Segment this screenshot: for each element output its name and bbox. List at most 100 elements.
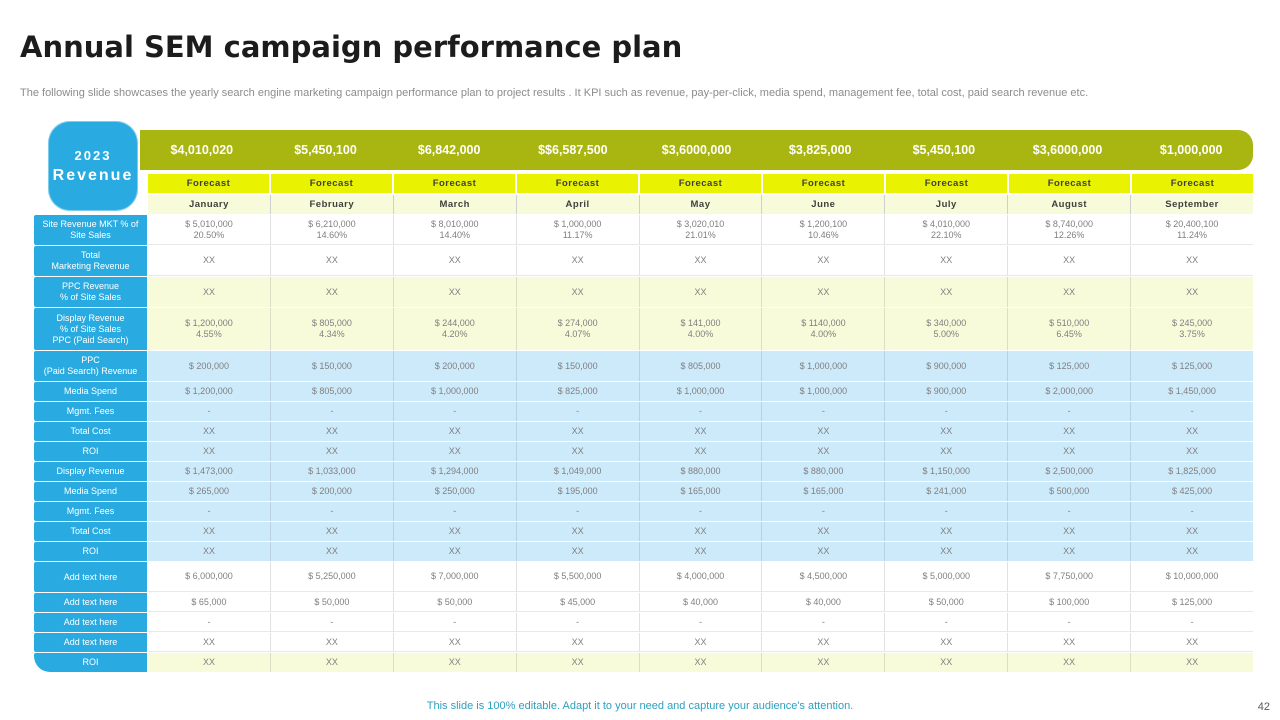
row-label: ROI — [34, 653, 147, 672]
data-cell: XX — [148, 422, 270, 441]
data-cell: - — [392, 402, 516, 421]
data-cell: XX — [1130, 442, 1254, 461]
total-value: $5,450,100 — [912, 143, 976, 157]
month-cell: April — [515, 195, 639, 214]
data-cell: - — [638, 613, 762, 632]
data-cell: $ 900,000 — [884, 351, 1008, 381]
data-cell-line: 4.34% — [319, 329, 345, 339]
data-cell: $ 510,000 6.45% — [1007, 308, 1131, 350]
total-value: $3,825,000 — [788, 143, 852, 157]
table-rows: Site Revenue MKT % of Site Sales $ 5,010,… — [34, 215, 1254, 673]
data-cell-line: $ 244,000 — [434, 318, 475, 328]
data-cell: - — [1007, 613, 1131, 632]
data-cell-line: 10.46% — [808, 229, 839, 240]
data-cell: XX — [638, 246, 762, 276]
data-cell: - — [884, 402, 1008, 421]
data-cell: XX — [515, 246, 639, 276]
data-cell: XX — [1007, 653, 1131, 672]
table-row: Total Marketing Revenue XX XX XX XX XX XX XX XX X… — [34, 246, 1254, 276]
data-cell: XX — [638, 542, 762, 561]
data-cell: XX — [1130, 246, 1254, 276]
data-cell: $ 8,010,000 14.40% — [392, 215, 516, 245]
total-value: $5,450,100 — [294, 143, 357, 157]
data-cell: $ 241,000 — [884, 482, 1008, 501]
data-cell: XX — [884, 277, 1008, 307]
data-cell-line: $ 1140,000 — [801, 318, 846, 328]
data-cell: XX — [269, 542, 393, 561]
table-row: Display Revenue % of Site Sales PPC (Pai… — [34, 308, 1254, 350]
total-value: $$6,587,500 — [538, 143, 608, 157]
data-cell: $ 1,450,000 — [1130, 382, 1254, 401]
data-cell: XX — [269, 442, 393, 461]
total-value: $3,6000,000 — [1032, 143, 1103, 157]
data-cell: XX — [1130, 633, 1254, 652]
data-cell: $ 265,000 — [148, 482, 270, 501]
year-badge: 2023 Revenue — [48, 121, 138, 211]
data-cell: XX — [515, 422, 639, 441]
data-cell: $ 45,000 — [515, 593, 639, 612]
data-cell-line: 11.24% — [1177, 229, 1207, 240]
data-cell-line: 4.20% — [441, 329, 468, 339]
row-label: Mgmt. Fees — [34, 402, 147, 421]
data-cell-line: $ 5,000,000 — [922, 571, 971, 581]
data-cell: $ 65,000 — [148, 593, 270, 612]
data-cell: - — [515, 502, 639, 521]
data-cell-line: $ 805,000 — [311, 318, 352, 328]
month-cell: June — [761, 195, 885, 214]
data-cell-line: $ 4,010,000 — [922, 218, 971, 229]
row-label: Site Revenue MKT % of Site Sales — [34, 215, 147, 245]
data-cell-line: $ 141,000 — [680, 318, 721, 328]
data-cell-line: $ 20,400,100 — [1165, 218, 1219, 229]
data-cell-line: 14.60% — [316, 229, 348, 240]
month-cell: September — [1130, 195, 1254, 214]
month-cell: February — [269, 195, 393, 214]
data-cell: $ 1,033,000 — [269, 462, 393, 481]
row-label: Total Cost — [34, 522, 147, 541]
data-cell: $ 10,000,000 — [1130, 562, 1254, 592]
data-cell: - — [392, 613, 516, 632]
row-label: Media Spend — [34, 482, 147, 501]
data-cell: XX — [392, 653, 516, 672]
data-cell-line: 4.00% — [810, 329, 837, 339]
data-cell: $ 274,000 4.07% — [515, 308, 639, 350]
data-cell: $ 5,250,000 — [269, 562, 393, 592]
data-cell: $ 245,000 3.75% — [1130, 308, 1254, 350]
data-cell: $ 1,150,000 — [884, 462, 1008, 481]
data-cell: - — [761, 402, 885, 421]
data-cell-line: $ 274,000 — [557, 318, 598, 328]
data-cell: - — [1130, 402, 1254, 421]
data-cell: - — [761, 613, 885, 632]
data-cell-line: $ 1,200,100 — [799, 218, 848, 229]
data-cell: $ 1,000,000 — [761, 351, 885, 381]
data-cell: $ 1,200,100 10.46% — [761, 215, 885, 245]
data-cell: $ 7,750,000 — [1007, 562, 1131, 592]
data-cell: $ 200,000 — [392, 351, 516, 381]
data-cell: XX — [1007, 633, 1131, 652]
performance-table: $4,010,020 $5,450,100 $6,842,000 $$6,587,50… — [34, 121, 1254, 677]
data-cell: - — [515, 402, 639, 421]
data-cell: $ 2,500,000 — [1007, 462, 1131, 481]
data-cell: $ 805,000 — [638, 351, 762, 381]
data-cell: XX — [269, 522, 393, 541]
data-cell: $ 425,000 — [1130, 482, 1254, 501]
data-cell: $ 141,000 4.00% — [638, 308, 762, 350]
data-cell: $ 50,000 — [884, 593, 1008, 612]
totals-bar: $4,010,020 $5,450,100 $6,842,000 $$6,587,50… — [140, 130, 1253, 170]
data-cell: XX — [392, 442, 516, 461]
data-cell: $ 6,000,000 — [148, 562, 270, 592]
data-cell: XX — [515, 542, 639, 561]
data-cell: $ 200,000 — [148, 351, 270, 381]
data-cell: XX — [761, 633, 885, 652]
forecast-cell: Forecast — [1009, 174, 1130, 193]
forecast-cell: Forecast — [886, 174, 1007, 193]
row-label: ROI — [34, 542, 147, 561]
data-cell-line: $ 5,010,000 — [185, 218, 233, 229]
data-cell-line: $ 1,200,000 — [185, 318, 233, 328]
table-row: Add text here $ 6,000,000 $ 5,250,000 $ 7,0… — [34, 562, 1254, 592]
data-cell: $ 1,825,000 — [1130, 462, 1254, 481]
data-cell: XX — [1130, 422, 1254, 441]
data-cell: XX — [761, 442, 885, 461]
data-cell: - — [1130, 502, 1254, 521]
month-cell: March — [392, 195, 516, 214]
